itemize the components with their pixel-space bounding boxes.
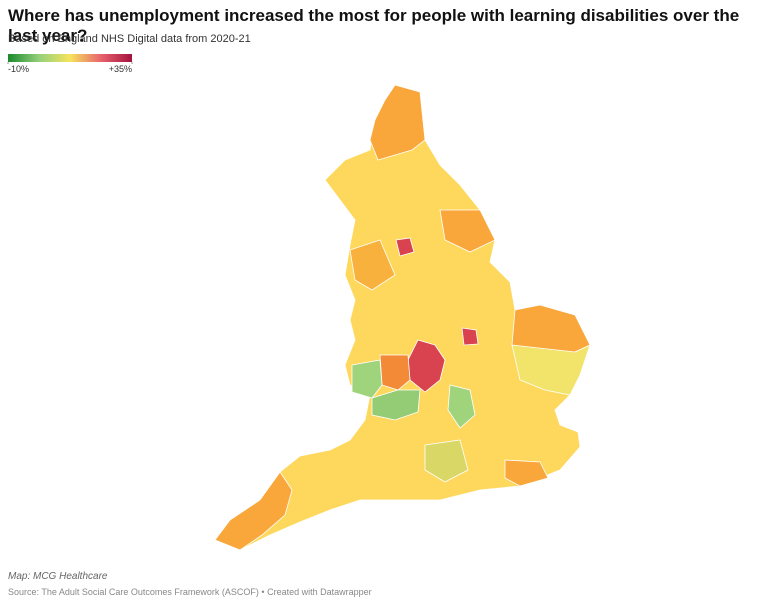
legend-bar bbox=[8, 54, 132, 62]
region bbox=[371, 389, 421, 421]
legend: -10% +35% bbox=[7, 54, 133, 74]
region bbox=[439, 209, 496, 253]
region bbox=[349, 239, 396, 291]
region bbox=[461, 327, 479, 346]
legend-label: -10% bbox=[8, 64, 29, 74]
title: Where has unemployment increased the mos… bbox=[8, 6, 740, 45]
source: Source: The Adult Social Care Outcomes F… bbox=[8, 587, 372, 597]
region bbox=[214, 471, 293, 551]
region bbox=[351, 359, 383, 399]
map-credit: Map: MCG Healthcare bbox=[8, 571, 108, 582]
region bbox=[511, 344, 591, 396]
subtitle: Based on England NHS Digital data from 2… bbox=[8, 33, 251, 45]
region bbox=[369, 84, 426, 161]
region bbox=[424, 439, 469, 483]
region bbox=[504, 459, 549, 487]
region bbox=[447, 384, 476, 429]
legend-label: +35% bbox=[109, 64, 132, 74]
region bbox=[395, 237, 415, 257]
map bbox=[214, 84, 591, 551]
england bbox=[214, 84, 591, 551]
